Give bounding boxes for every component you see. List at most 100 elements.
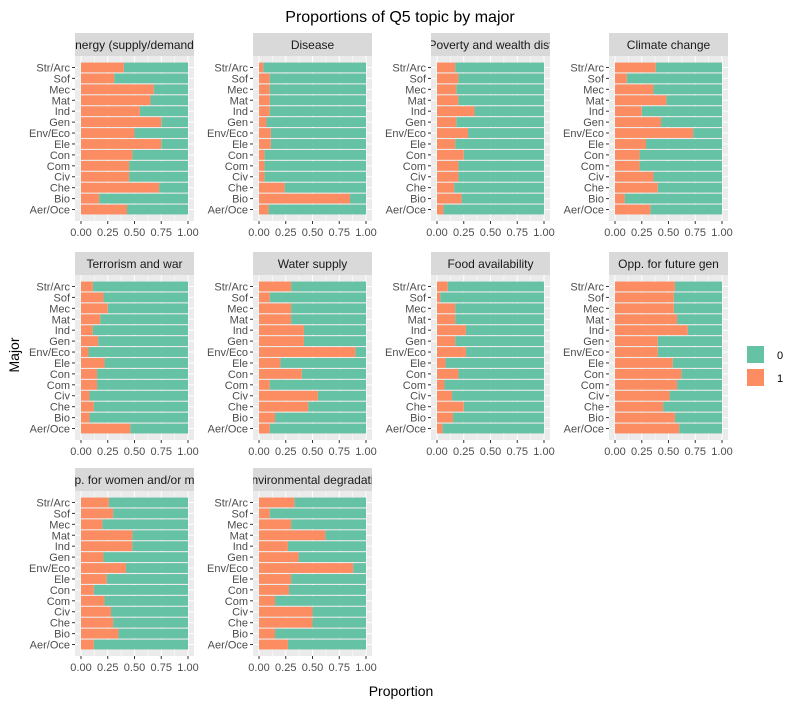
- y-tick-label: Env/Eco: [29, 347, 70, 359]
- bar-segment-1: [81, 128, 135, 138]
- bar-segment-1: [81, 336, 99, 347]
- x-tick-label: 0.50: [124, 662, 145, 674]
- bar-segment-1: [259, 171, 265, 182]
- y-tick-label: Str/Arc: [36, 62, 70, 74]
- bar-segment-0: [317, 390, 366, 401]
- bar-segment-0: [93, 584, 188, 595]
- bar-segment-0: [458, 368, 544, 379]
- x-tick-label: 0.75: [685, 227, 706, 239]
- bar-segment-0: [104, 358, 188, 368]
- bar-segment-0: [123, 62, 188, 73]
- bar-segment-1: [259, 423, 270, 434]
- legend-key: [747, 369, 764, 386]
- bar-segment-1: [81, 303, 108, 314]
- bar-segment-0: [268, 204, 366, 215]
- bar-segment-1: [259, 281, 292, 292]
- y-tick-label: Aer/Oce: [208, 640, 248, 652]
- bar-segment-0: [291, 281, 366, 292]
- bar-segment-0: [153, 84, 188, 95]
- bar-segment-1: [81, 117, 162, 128]
- facet-strip-label: Disease: [291, 38, 335, 52]
- bar-segment-1: [81, 412, 90, 423]
- y-tick-label: Com: [47, 596, 70, 608]
- bar-segment-1: [437, 106, 475, 117]
- bar-segment-0: [100, 314, 188, 325]
- bar-segment-1: [259, 336, 304, 347]
- bar-segment-1: [259, 530, 326, 541]
- bar-segment-1: [437, 401, 464, 412]
- bar-segment-0: [666, 95, 722, 106]
- bar-segment-0: [298, 552, 366, 563]
- bar-segment-0: [458, 73, 544, 84]
- bar-segment-0: [639, 160, 722, 171]
- bar-segment-0: [454, 182, 544, 193]
- bar-segment-0: [325, 530, 366, 541]
- x-tick-label: 1.00: [177, 227, 198, 239]
- bar-segment-0: [465, 347, 544, 357]
- y-tick-label: Mat: [586, 95, 604, 107]
- y-tick-label: Str/Arc: [392, 281, 426, 293]
- bar-segment-0: [661, 117, 722, 128]
- bar-segment-0: [353, 563, 366, 573]
- y-tick-label: Env/Eco: [563, 128, 604, 140]
- bar-segment-1: [259, 160, 265, 171]
- y-tick-label: Ind: [411, 106, 426, 118]
- bar-segment-1: [81, 139, 162, 149]
- bar-segment-0: [102, 519, 188, 530]
- bar-segment-1: [81, 584, 94, 595]
- y-tick-label: Aer/Oce: [30, 640, 70, 652]
- x-tick-label: 0.25: [97, 662, 118, 674]
- y-tick-label: Mec: [49, 519, 70, 531]
- bar-segment-1: [81, 193, 100, 204]
- y-tick-label: Che: [406, 402, 426, 414]
- bar-segment-0: [672, 358, 722, 368]
- bar-segment-0: [444, 379, 544, 390]
- bar-segment-0: [150, 95, 188, 106]
- bar-segment-0: [103, 292, 188, 303]
- y-tick-label: Str/Arc: [36, 497, 70, 509]
- bar-segment-1: [259, 314, 292, 325]
- y-tick-label: Che: [228, 183, 248, 195]
- y-tick-label: Che: [50, 402, 70, 414]
- bar-segment-1: [259, 639, 288, 650]
- y-tick-label: Ind: [589, 106, 604, 118]
- y-tick-label: Sof: [53, 73, 70, 85]
- bar-segment-1: [259, 508, 270, 519]
- y-tick-label: Gen: [227, 117, 248, 129]
- bar-segment-1: [615, 390, 670, 401]
- y-tick-label: Aer/Oce: [564, 205, 604, 217]
- y-tick-label: Env/Eco: [29, 128, 70, 140]
- y-tick-label: Str/Arc: [214, 497, 248, 509]
- bar-segment-0: [99, 193, 188, 204]
- bar-segment-1: [259, 347, 356, 357]
- bar-segment-1: [81, 106, 140, 117]
- bar-segment-1: [615, 292, 674, 303]
- bar-segment-1: [437, 292, 441, 303]
- x-tick-label: 0.75: [329, 662, 350, 674]
- bar-segment-1: [615, 314, 678, 325]
- bar-segment-1: [615, 139, 647, 149]
- facet-panel: Poverty and wealth distStr/ArcSofMecMatI…: [385, 33, 555, 239]
- x-tick-label: 0.75: [151, 446, 172, 458]
- x-tick-label: 0.75: [151, 662, 172, 674]
- bar-segment-1: [259, 628, 276, 639]
- y-tick-label: Ele: [54, 358, 70, 370]
- bar-segment-1: [437, 62, 456, 73]
- bar-segment-0: [269, 106, 366, 117]
- bar-segment-0: [455, 139, 544, 149]
- bar-segment-0: [161, 117, 188, 128]
- bar-segment-1: [437, 379, 445, 390]
- bar-segment-1: [81, 497, 109, 508]
- facet-strip-label: p. for women and/or m: [74, 473, 194, 487]
- bar-segment-0: [280, 358, 366, 368]
- facet-strip-label: Food availability: [447, 257, 533, 271]
- y-tick-label: Com: [403, 161, 426, 173]
- bar-segment-0: [114, 73, 188, 84]
- y-tick-label: Ind: [55, 325, 70, 337]
- y-tick-label: Mec: [227, 84, 248, 96]
- y-tick-label: Civ: [410, 391, 426, 403]
- y-tick-label: Mat: [408, 314, 426, 326]
- x-tick-label: 0.00: [248, 446, 269, 458]
- facet-panel: p. for women and/or m Str/ArcSofMecMatInd…: [29, 468, 199, 674]
- bar-segment-0: [674, 281, 722, 292]
